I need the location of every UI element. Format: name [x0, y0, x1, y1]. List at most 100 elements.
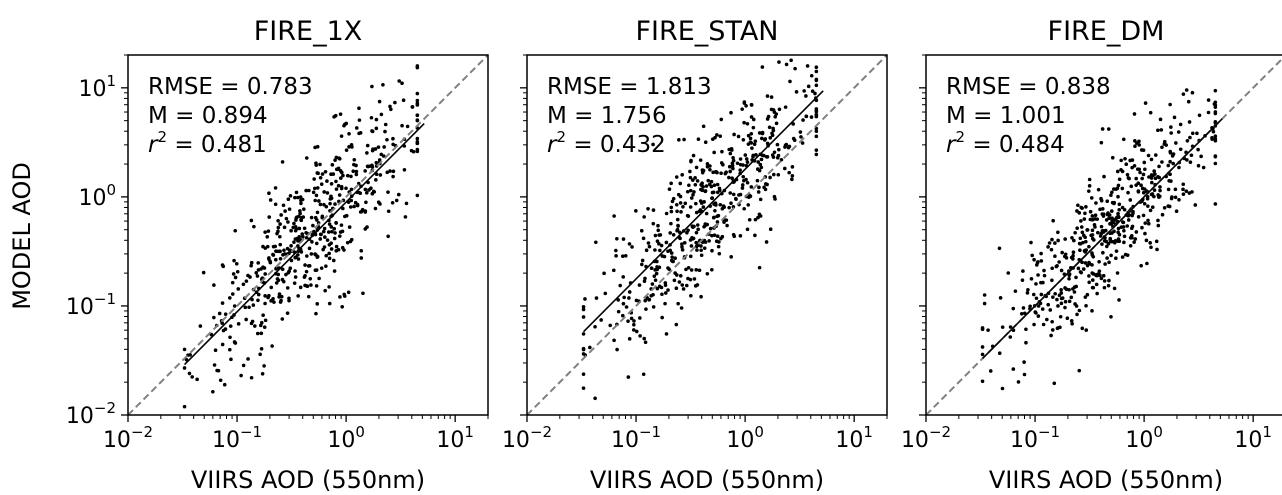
data-point: [322, 226, 327, 231]
data-point: [332, 236, 337, 241]
data-point: [1128, 198, 1133, 202]
axes-frame: [925, 54, 1282, 416]
data-point: [1102, 285, 1107, 290]
data-point: [300, 232, 305, 236]
data-point: [1095, 217, 1100, 221]
data-point: [644, 307, 648, 311]
data-point: [370, 148, 375, 153]
data-point: [289, 228, 293, 233]
data-point: [678, 274, 683, 278]
data-point: [1155, 247, 1159, 252]
data-point: [389, 107, 393, 112]
data-point: [662, 254, 667, 259]
axis-ticks: [919, 54, 1254, 422]
data-point: [349, 198, 354, 203]
data-point: [334, 179, 338, 184]
data-point: [259, 320, 264, 325]
data-point: [814, 69, 819, 74]
data-point: [690, 178, 695, 182]
data-point: [304, 283, 309, 288]
data-point: [669, 209, 674, 214]
data-point: [304, 235, 309, 240]
data-point: [314, 241, 319, 246]
data-point: [1156, 128, 1160, 133]
data-point: [731, 156, 735, 160]
data-point: [1160, 160, 1164, 164]
data-point: [810, 89, 815, 93]
data-point: [1063, 305, 1067, 310]
stat-r2-exponent: 2: [157, 128, 167, 146]
data-point: [327, 301, 332, 306]
data-point: [286, 220, 290, 224]
data-point: [323, 288, 327, 293]
data-point: [232, 258, 236, 263]
data-point: [393, 100, 397, 105]
data-point: [1177, 165, 1181, 170]
data-point: [269, 285, 274, 290]
data-point: [293, 195, 297, 200]
data-point: [667, 187, 672, 191]
data-point: [1051, 218, 1055, 223]
x-tick-base: 10: [1010, 428, 1038, 453]
data-point: [1034, 282, 1038, 286]
data-point: [765, 182, 769, 187]
data-point: [758, 162, 763, 167]
x-tick-base: 10: [835, 428, 863, 453]
data-points: [581, 58, 819, 401]
data-point: [1116, 183, 1121, 188]
axis-ticks: [121, 54, 489, 422]
data-point: [802, 89, 806, 93]
data-point: [1045, 317, 1049, 322]
data-point: [727, 205, 731, 210]
data-point: [263, 230, 267, 234]
data-point: [671, 196, 676, 201]
data-point: [1123, 156, 1127, 161]
data-point: [1069, 295, 1074, 300]
data-point: [222, 382, 227, 387]
y-tick-base: 10: [66, 404, 94, 429]
data-point: [1079, 219, 1083, 223]
data-point: [720, 206, 725, 211]
data-point: [1116, 226, 1121, 231]
x-tick-label: 10−2: [901, 423, 951, 453]
data-point: [1146, 204, 1150, 208]
data-point: [642, 336, 647, 341]
data-point: [746, 203, 751, 207]
data-point: [1048, 308, 1053, 312]
data-point: [682, 240, 687, 245]
data-point: [1067, 299, 1072, 304]
data-point: [289, 258, 294, 263]
data-point: [259, 323, 263, 328]
data-point: [744, 157, 749, 161]
data-point: [404, 201, 409, 206]
data-point: [678, 181, 683, 186]
data-point: [1074, 304, 1079, 308]
data-point: [349, 174, 353, 179]
data-point: [1094, 201, 1098, 205]
data-point: [1154, 153, 1158, 157]
stat-r2-exponent: 2: [556, 128, 566, 146]
data-point: [276, 225, 281, 230]
data-point: [1073, 230, 1077, 235]
data-point: [1110, 239, 1115, 244]
data-point: [1119, 158, 1123, 163]
data-point: [699, 248, 703, 253]
data-point: [703, 189, 708, 193]
data-point: [1087, 280, 1091, 285]
data-point: [772, 150, 777, 155]
data-point: [720, 149, 724, 154]
data-point: [1141, 148, 1146, 152]
data-point: [719, 117, 724, 122]
data-point: [348, 239, 353, 244]
data-point: [386, 190, 390, 194]
data-point: [327, 251, 331, 256]
x-tick-base: 10: [436, 428, 464, 453]
data-point: [1169, 131, 1173, 135]
data-point: [738, 157, 743, 161]
data-point: [814, 65, 819, 70]
data-point: [715, 190, 720, 195]
data-point: [1121, 137, 1126, 142]
y-tick-label: 101: [78, 72, 116, 102]
data-point: [581, 315, 586, 319]
data-point: [271, 253, 276, 257]
